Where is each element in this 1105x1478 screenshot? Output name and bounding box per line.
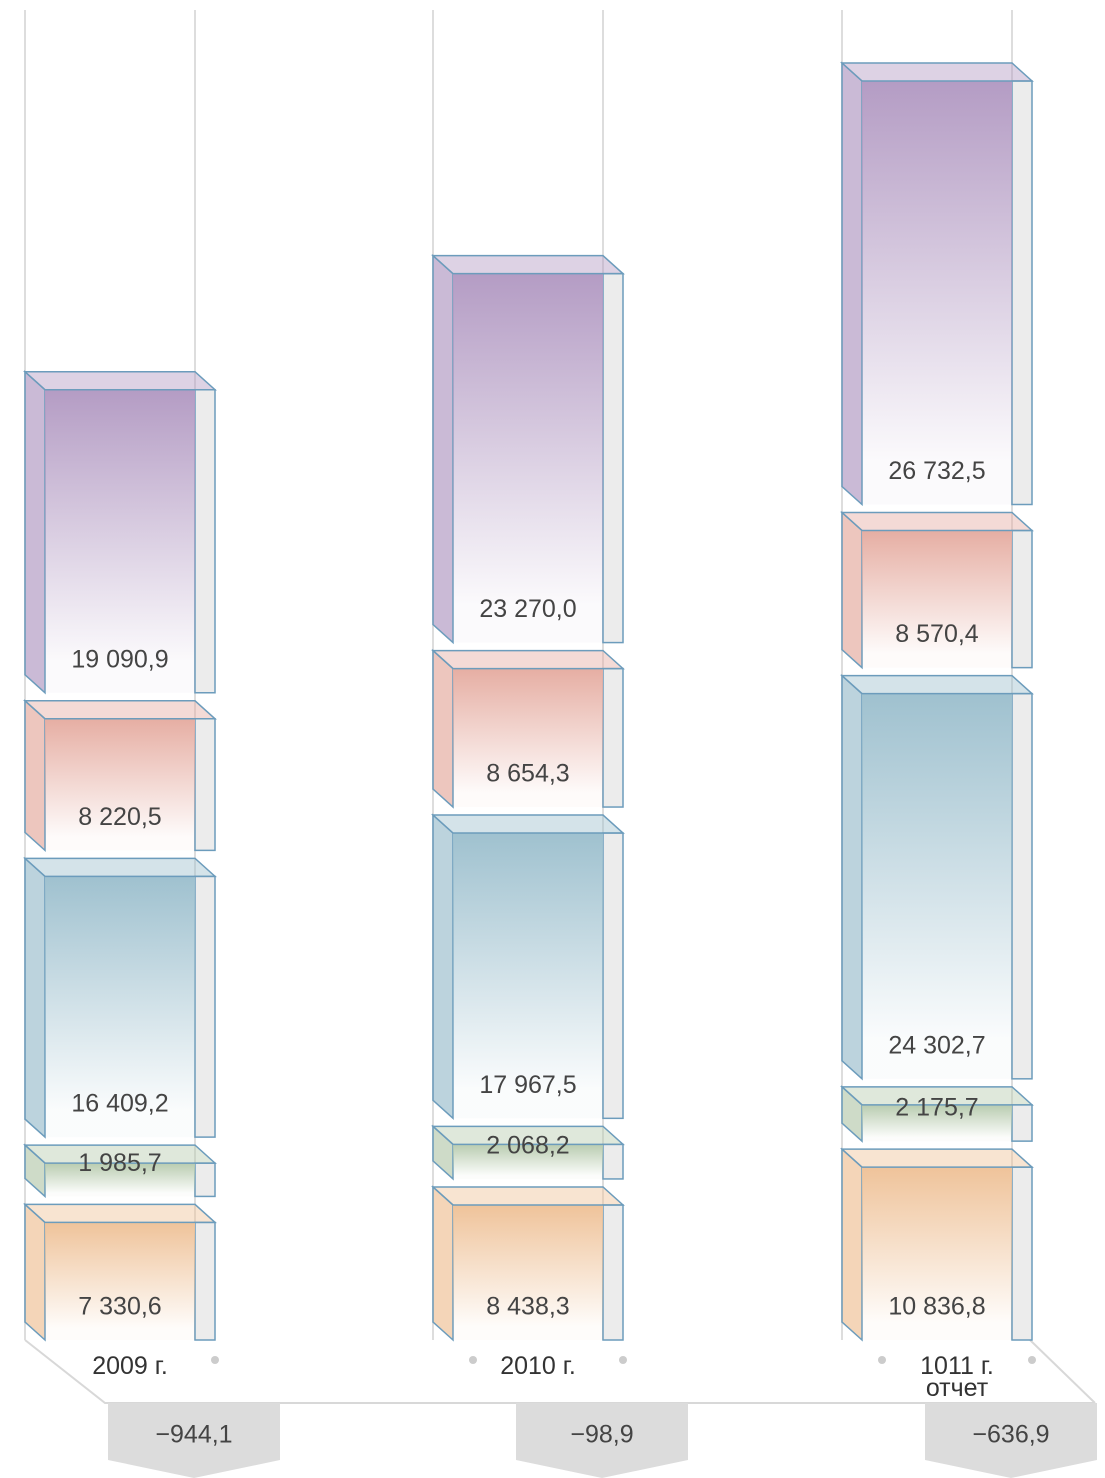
side-face: [1011, 1104, 1033, 1142]
bar: [862, 1104, 1012, 1142]
side-face: [194, 875, 216, 1138]
bar: [862, 1167, 1012, 1340]
top-bevel: [840, 1086, 1034, 1106]
x-tick-label: 1011 г. отчет: [920, 1352, 994, 1402]
left-bevel: [432, 1185, 454, 1342]
left-bevel: [841, 61, 863, 507]
top-bevel: [23, 370, 217, 391]
top-bevel: [840, 1148, 1034, 1168]
side-face: [1011, 529, 1033, 669]
side-face: [602, 1143, 624, 1180]
top-bevel: [431, 1186, 625, 1206]
value-label: 2 068,2: [486, 1132, 569, 1160]
dot: [469, 1356, 477, 1364]
dot: [211, 1356, 219, 1364]
side-face: [1011, 692, 1033, 1080]
dot: [878, 1356, 886, 1364]
x-tick-label: 2009 г.: [92, 1352, 168, 1380]
value-label: 23 270,0: [479, 595, 576, 623]
side-face: [602, 272, 624, 644]
value-label: 8 220,5: [78, 803, 161, 831]
top-bevel: [840, 511, 1034, 532]
bar: [453, 1204, 603, 1340]
value-label: 19 090,9: [71, 645, 168, 673]
bar: [862, 530, 1012, 668]
value-label: 1 985,7: [78, 1149, 161, 1177]
value-label: 7 330,6: [78, 1293, 161, 1321]
balance-badge: [925, 1403, 1097, 1478]
bar: [453, 668, 603, 808]
left-bevel: [432, 253, 454, 645]
top-bevel: [23, 1203, 217, 1224]
side-face: [194, 1162, 216, 1198]
top-bevel: [23, 1144, 217, 1164]
top-bevel: [431, 814, 625, 834]
value-label: 8 654,3: [486, 760, 569, 788]
bar: [45, 1163, 195, 1197]
top-bevel: [431, 254, 625, 275]
side-face: [1011, 80, 1033, 506]
left-bevel: [432, 648, 454, 809]
value-label: 17 967,5: [479, 1071, 576, 1099]
left-bevel: [24, 856, 46, 1139]
side-face: [194, 1221, 216, 1341]
left-bevel: [24, 370, 46, 695]
dot: [619, 1356, 627, 1364]
dot: [1028, 1356, 1036, 1364]
side-face: [602, 1204, 624, 1341]
top-bevel: [431, 1125, 625, 1146]
balance-label: −944,1: [155, 1421, 232, 1449]
balance-badge: [108, 1403, 280, 1478]
value-label: 10 836,8: [888, 1293, 985, 1321]
value-label: 26 732,5: [888, 457, 985, 485]
value-label: 8 570,4: [895, 620, 979, 648]
top-bevel: [431, 649, 625, 670]
value-label: 16 409,2: [71, 1090, 168, 1118]
bar: [453, 1144, 603, 1179]
side-face: [194, 388, 216, 694]
left-bevel: [24, 1202, 46, 1342]
value-label: 2 175,7: [895, 1094, 978, 1122]
bar: [45, 718, 195, 851]
left-bevel: [24, 699, 46, 853]
bar: [45, 876, 195, 1138]
floor: [24, 1339, 1096, 1404]
x-tick-label: 2010 г.: [500, 1352, 576, 1380]
top-bevel: [23, 857, 217, 878]
side-face: [1011, 1166, 1033, 1341]
left-bevel: [841, 673, 863, 1081]
left-bevel: [841, 1147, 863, 1342]
side-face: [194, 718, 216, 852]
left-bevel: [841, 510, 863, 670]
value-label: 24 302,7: [888, 1031, 985, 1059]
bar: [862, 693, 1012, 1079]
bar: [453, 273, 603, 643]
left-bevel: [432, 813, 454, 1121]
top-bevel: [840, 674, 1034, 695]
balance-label: −98,9: [570, 1421, 633, 1449]
balance-badge: [516, 1403, 688, 1478]
balance-label: −636,9: [972, 1421, 1049, 1449]
bar: [45, 389, 195, 693]
side-face: [602, 832, 624, 1120]
side-face: [602, 667, 624, 808]
bar: [45, 1222, 195, 1340]
bar: [862, 81, 1012, 505]
bar: [453, 833, 603, 1119]
top-bevel: [23, 700, 217, 720]
top-bevel: [840, 62, 1034, 82]
value-label: 8 438,3: [486, 1293, 569, 1321]
